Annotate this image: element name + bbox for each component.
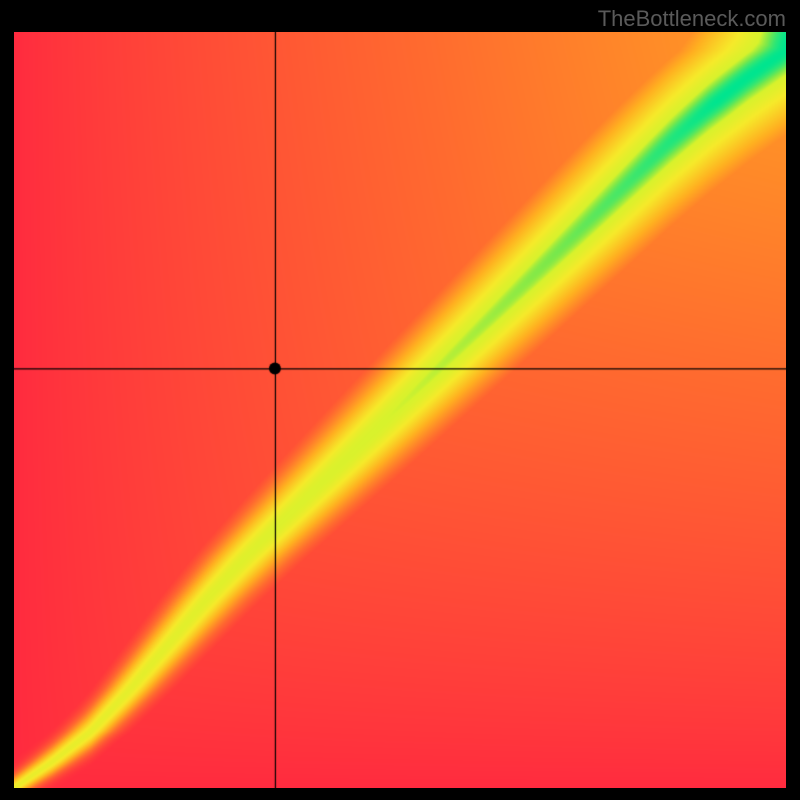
watermark-text: TheBottleneck.com <box>598 6 786 32</box>
chart-container: TheBottleneck.com <box>0 0 800 800</box>
bottleneck-heatmap <box>14 32 786 788</box>
